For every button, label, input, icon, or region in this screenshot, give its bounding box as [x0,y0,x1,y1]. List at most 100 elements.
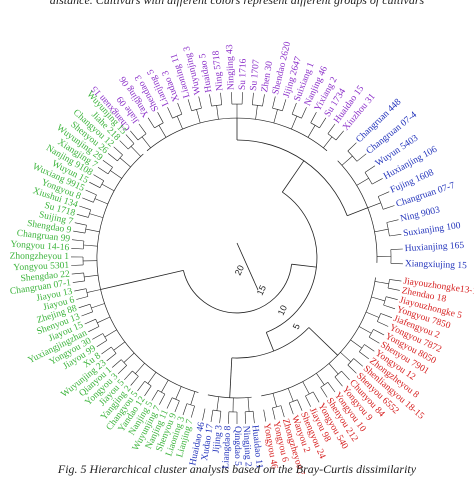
subcluster-link [274,109,278,123]
subcluster-link [159,125,166,137]
leaf-branch [175,401,180,412]
leaf-branch [342,371,350,380]
leaf-branch [191,406,194,418]
subcluster-link [323,137,332,148]
subcluster-link [256,105,258,119]
subcluster-link [340,352,350,362]
leaf-branch [369,337,379,343]
subcluster-link [102,184,114,191]
leaf-branch [320,118,326,128]
leaf-branch [388,288,400,290]
subcluster-link [110,171,122,179]
join-pb [282,161,304,192]
leaf-branch [188,99,192,110]
scale-label-15: 15 [255,284,268,297]
leaf-branch [297,400,302,411]
subcluster-link [91,304,104,309]
subcluster-link [375,281,389,283]
subcluster-link [197,109,201,123]
subcluster-link [372,297,385,301]
subcluster-link [368,203,381,208]
leaf-branch [377,322,388,327]
leaf-branch [272,408,275,420]
leaf-branch [82,198,93,202]
leaf-branch [79,206,90,210]
leaf-label-purple: Ningjing 43 [225,44,237,90]
join-blue2 [230,358,232,398]
leaf-branch [167,398,172,409]
subcluster-link [357,178,369,185]
join-green [101,270,184,289]
subcluster-link [97,317,110,323]
subcluster-link [351,340,362,348]
leaf-branch [82,312,93,316]
leaf-branch [273,97,276,109]
leaf-branch [383,206,394,210]
leaf-branch [264,410,266,422]
leaf-label-blue: Ning 9003 [399,205,441,224]
leaf-branch [336,131,344,140]
leaf-branch [103,160,113,167]
leaf-branch [98,167,108,174]
leaf-branch [245,412,246,424]
leaf-branch [253,411,254,423]
subcluster-link [308,125,315,137]
leaf-branch [335,377,343,386]
subcluster-link [142,137,151,148]
leaf-branch [72,240,84,241]
leaf-branch [79,304,90,308]
leaf-branch [107,353,116,361]
scale-label-5: 5 [291,322,302,331]
subcluster-link [248,398,249,412]
leaf-branch [372,178,383,184]
leaf-branch [354,359,363,367]
leaf-branch [75,223,87,226]
subcluster-link [288,388,293,401]
leaf-branch [92,334,103,340]
join-red [309,328,338,356]
leaf-branch [384,305,395,309]
subcluster-link [366,312,379,317]
leaf-branch [199,97,202,109]
subcluster-link [176,386,182,399]
leaf-branch [228,412,229,424]
scale-label-20: 20 [233,264,246,277]
leaf-label-blue: Xiangxiujing 15 [405,259,468,271]
leaf-branch [118,365,127,373]
figure-caption: Fig. 5 Hierarchical cluster analysis bas… [0,462,474,477]
leaf-branch [145,386,152,396]
leaf-branch [120,141,129,150]
leaf-branch [311,112,317,123]
leaf-branch [114,147,123,155]
subcluster-link [177,116,182,129]
leaf-branch [168,107,173,118]
subcluster-link [316,373,324,385]
subcluster-link [359,327,371,334]
dendrogram-branches [71,92,403,424]
leaf-branch [282,99,286,110]
leaf-branch [73,281,85,283]
leaf-branch [357,154,366,162]
subcluster-link [291,116,296,129]
leaf-branch [183,404,187,415]
leaf-label-purple: Su 1716 [238,58,249,90]
leaf-label-blue2: Qingdao 5 [232,426,242,466]
leaf-branch [108,153,117,161]
leaf-branch [71,248,83,249]
leaf-branch [94,175,104,181]
subcluster-link [124,353,134,363]
subcluster-link [84,245,98,246]
leaf-label-blue: Suxianjing 100 [403,221,462,239]
leaf-branch [389,234,401,236]
leaf-branch [77,214,89,217]
scale-label-10: 10 [276,304,289,317]
leaf-label-purple: Ning 5718 [211,50,225,91]
leaf-branch [252,93,253,105]
leaf-branch [211,410,213,422]
leaf-branch [89,182,100,188]
subcluster-link [95,199,108,204]
leaf-branch [102,347,112,354]
join-blue [347,208,368,216]
leaf-branch [220,411,221,423]
subcluster-link [217,105,219,119]
